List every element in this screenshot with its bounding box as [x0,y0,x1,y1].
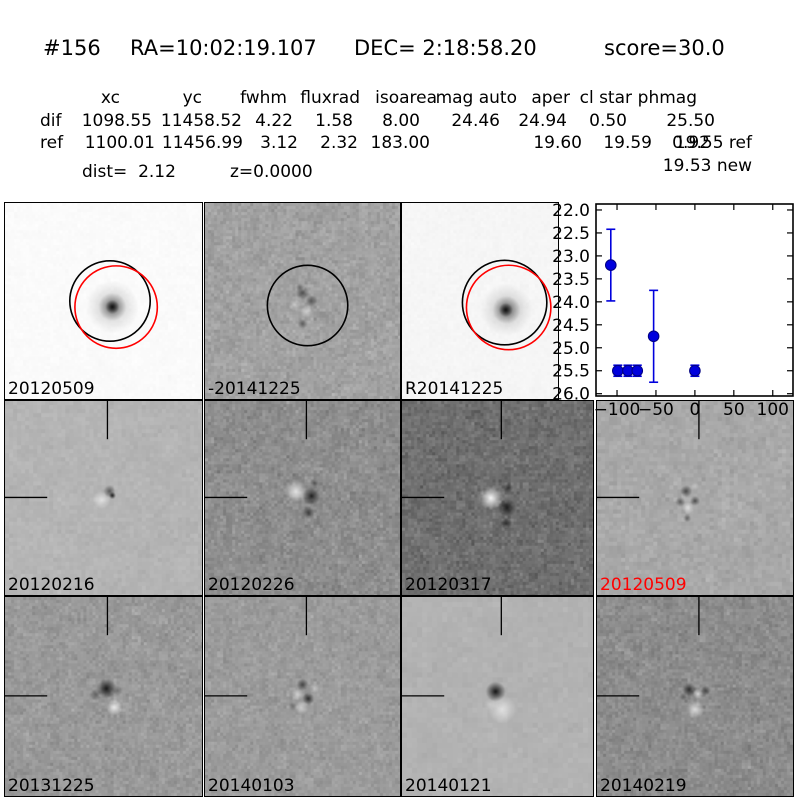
ra-value: RA=10:02:19.107 [130,36,317,60]
cell-ref-aper: 19.59 [603,133,652,153]
panel-date-label: 20120226 [208,575,295,595]
panel-overlay [597,597,700,697]
data-point [622,364,634,377]
cell-dif-isoarea: 8.00 [382,111,420,131]
panel-overlay [205,597,308,697]
column-header-fluxrad: fluxrad [300,88,360,108]
panel-date-label: R20141225 [405,379,504,399]
column-header-cl-star: cl star [579,88,632,108]
cutout-panel-20140121: 20140121 [401,596,594,797]
cell-ref-isoarea: 183.00 [370,133,430,153]
cell-ref-cl-star: 0.92 [672,133,710,153]
panel-overlay [402,401,502,499]
phmag-new-value: 19.53 new [662,156,752,176]
cell-dif-fluxrad: 1.58 [315,111,353,131]
cell-ref-fwhm: 3.12 [260,133,298,153]
panel-date-label: 20120509 [600,575,687,595]
panel-date-label: 20120317 [405,575,492,595]
cell-ref-phmag: 19.55 ref [674,133,752,153]
cutout-panel-R20141225: R20141225 [401,202,559,400]
aperture-circle-red [74,265,159,350]
cell-dif-xc: 1098.55 [81,111,152,131]
cutout-panel-20120509: 20120509 [596,400,794,596]
row-label-ref: ref [40,133,64,153]
column-header-fwhm: fwhm [240,88,287,108]
column-header-mag-auto: mag auto [435,88,517,108]
aperture-circle-black [461,259,548,346]
cutout-panel-20140103: 20140103 [204,596,401,797]
aperture-circle-red [465,264,552,351]
column-header-xc: xc [100,88,120,108]
dist-value: dist= 2.12 [82,162,176,182]
panel-overlay [461,259,552,351]
cutout-panel-20120509: 20120509 [4,202,203,400]
data-point [612,364,624,377]
panel-overlay [402,597,502,697]
cutout-panel-20120216: 20120216 [4,400,203,596]
panel-overlay [597,401,700,499]
cutout-image [5,203,202,399]
panel-overlay [266,264,349,347]
panel-overlay [5,597,109,697]
aperture-circle-black [266,264,349,347]
cutout-image [402,203,558,399]
cell-dif-mag-auto: 24.46 [451,111,500,131]
score-value: score=30.0 [604,36,725,60]
cell-ref-xc: 1100.01 [84,133,155,153]
row-label-dif: dif [40,111,62,131]
column-header-aper: aper [531,88,570,108]
candidate-id: #156 [43,36,101,60]
cutout-panel-20120226: 20120226 [204,400,401,596]
panel-overlay [5,401,109,499]
data-point [647,330,660,343]
data-point [689,364,701,377]
panel-date-label: 20140219 [600,776,687,796]
panel-date-label: 20140121 [405,776,492,796]
panel-date-label: 20140103 [208,776,295,796]
data-point [604,259,617,271]
column-header-isoarea: isoarea [375,88,437,108]
cell-dif-fwhm: 4.22 [255,111,293,131]
aperture-circle-black [68,259,152,343]
cell-dif-yc: 11458.52 [160,111,242,131]
cell-dif-phmag: 25.50 [666,111,715,131]
cell-ref-fluxrad: 2.32 [320,133,358,153]
lightcurve-plot: −100−50 0 50 10022.022.523.023.524.024.525.… [552,201,794,420]
redshift-value: z=0.0000 [230,162,313,182]
cell-ref-yc: 11456.99 [161,133,243,153]
cutout-panel-20120317: 20120317 [401,400,594,596]
cell-dif-cl-star: 0.50 [589,111,627,131]
panel-date-label: 20120509 [8,379,95,399]
panel-overlay [68,259,159,350]
data-point [631,364,644,377]
panel-overlay [205,401,308,499]
panel-date-label: 20131225 [8,776,95,796]
cutout-panel-20131225: 20131225 [4,596,203,797]
cutout-panel-20141225: -20141225 [204,202,401,400]
cutout-image [205,203,400,399]
dec-value: DEC= 2:18:58.20 [354,36,537,60]
column-header-yc: yc [182,88,202,108]
column-header-phmag: phmag [637,88,697,108]
panel-date-label: 20120216 [8,575,95,595]
cell-ref-mag-auto: 19.60 [533,133,582,153]
cell-dif-aper: 24.94 [518,111,567,131]
panel-date-label: -20141225 [208,379,301,399]
cutout-panel-20140219: 20140219 [596,596,794,797]
plot-frame [595,203,794,397]
